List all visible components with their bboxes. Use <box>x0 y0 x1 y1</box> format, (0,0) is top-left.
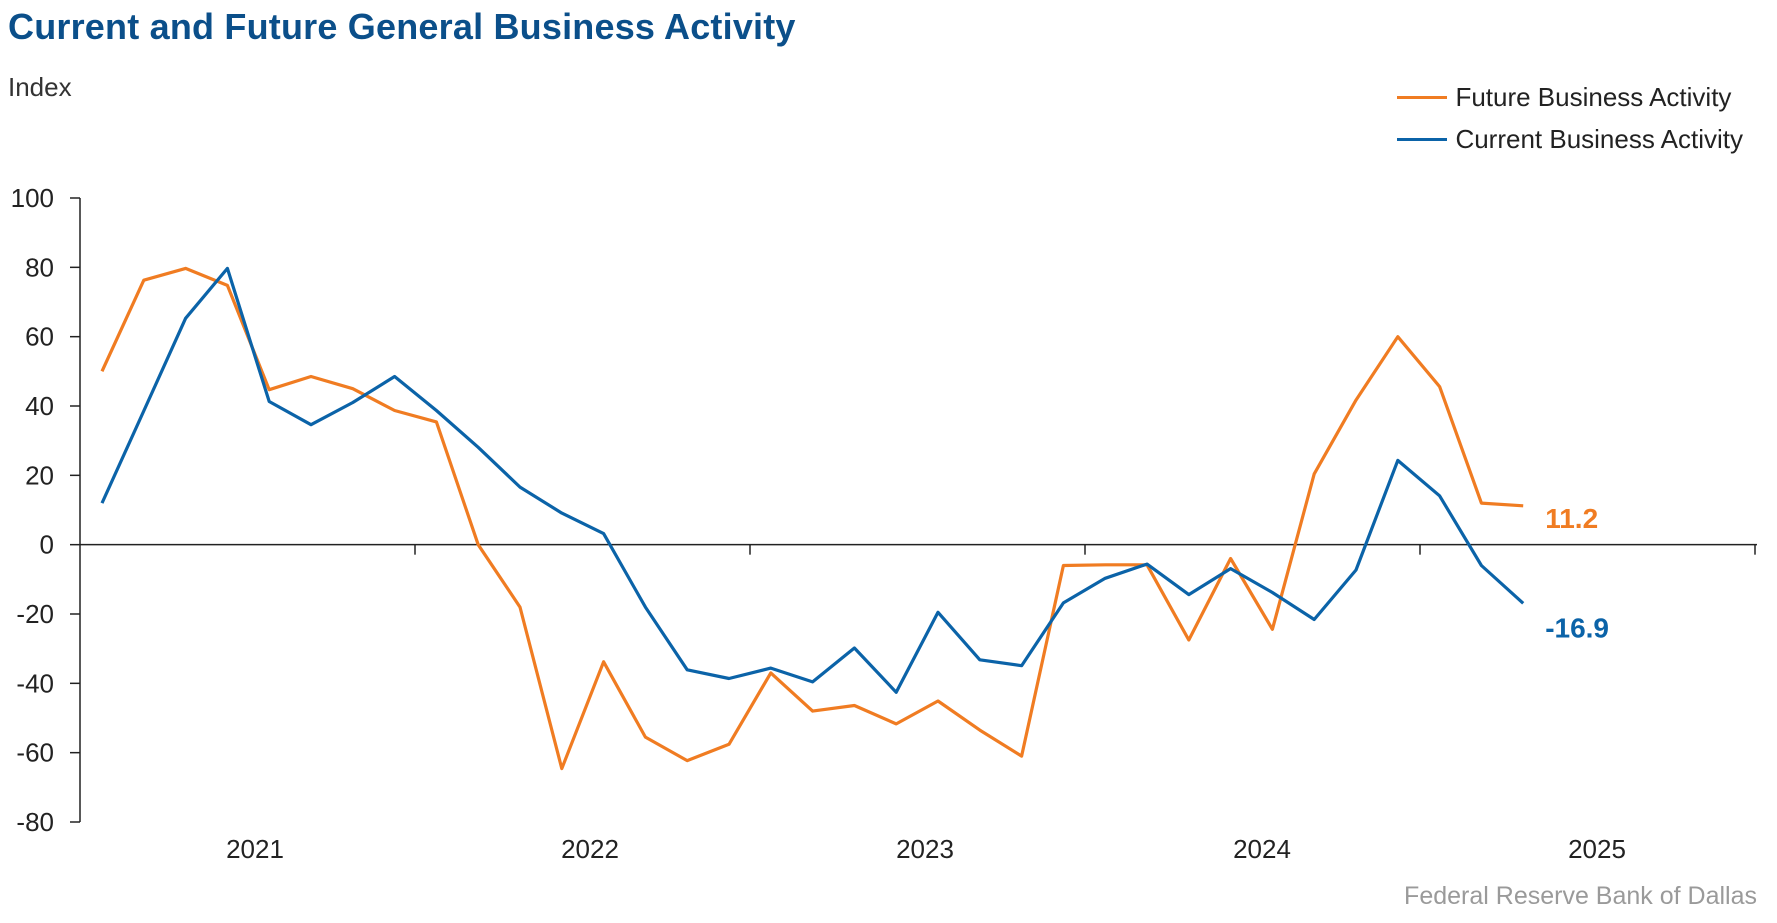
series-line-future <box>100 266 1524 771</box>
legend-item-current: Current Business Activity <box>1397 118 1743 160</box>
y-tick-label: 40 <box>25 391 54 421</box>
y-tick-label: -80 <box>16 807 54 837</box>
x-tick-label: 2021 <box>226 834 284 864</box>
legend-swatch-current <box>1397 137 1448 141</box>
end-value-label-current: -16.9 <box>1545 612 1609 643</box>
legend-swatch-future <box>1397 95 1448 99</box>
y-tick-label: 80 <box>25 252 54 282</box>
legend-item-future: Future Business Activity <box>1397 76 1743 118</box>
x-tick-label: 2023 <box>896 834 954 864</box>
source-note: Federal Reserve Bank of Dallas <box>1404 882 1757 910</box>
y-tick-label: 20 <box>25 460 54 490</box>
chart-title: Current and Future General Business Acti… <box>8 6 796 47</box>
x-tick-label: 2025 <box>1568 834 1626 864</box>
x-tick-label: 2022 <box>561 834 619 864</box>
x-tick-label: 2024 <box>1233 834 1291 864</box>
legend-label-current: Current Business Activity <box>1455 123 1743 154</box>
legend-label-future: Future Business Activity <box>1455 81 1732 112</box>
y-tick-label: 60 <box>25 322 54 352</box>
y-tick-label: -20 <box>16 599 54 629</box>
end-value-label-future: 11.2 <box>1545 503 1598 534</box>
series-line-current <box>100 266 1525 694</box>
y-tick-label: -40 <box>16 668 54 698</box>
y-axis-unit-label: Index <box>8 72 72 102</box>
y-tick-label: 100 <box>11 183 54 213</box>
legend: Future Business Activity Current Busines… <box>1397 76 1743 160</box>
y-tick-label: -60 <box>16 738 54 768</box>
y-tick-label: 0 <box>40 530 54 560</box>
